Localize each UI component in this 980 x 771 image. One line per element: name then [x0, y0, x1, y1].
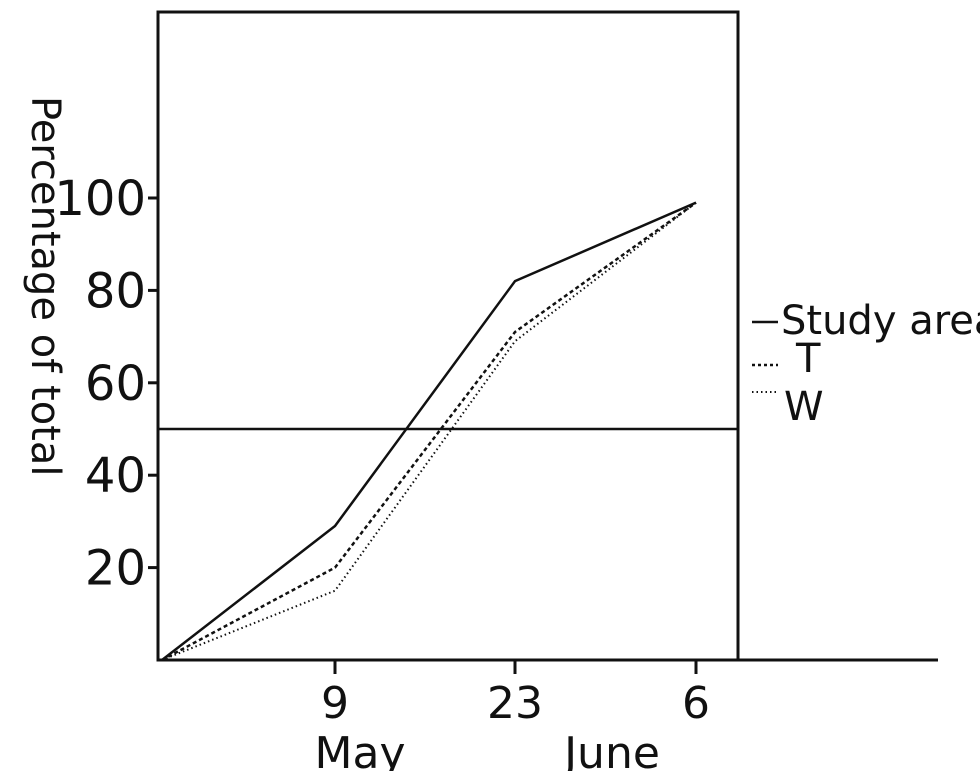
legend-label-study-area: Study area: [781, 298, 980, 344]
series-lines: [161, 201, 697, 662]
x-ticks: 9 23 6: [321, 660, 710, 729]
y-tick-label-60: 60: [85, 356, 146, 412]
x-tick-label-1: 9: [321, 678, 349, 729]
y-tick-label-100: 100: [54, 171, 146, 227]
x-tick-label-3: 6: [682, 678, 710, 729]
y-tick-label-40: 40: [85, 448, 146, 504]
y-tick-label-20: 20: [85, 541, 146, 597]
series-line-w: [161, 201, 697, 661]
plot-frame: [156, 10, 740, 662]
series-line-study-area: [161, 201, 697, 661]
series-line-t: [161, 201, 697, 662]
legend: Study area T W: [752, 298, 980, 430]
legend-label-t: T: [795, 336, 821, 382]
month-label-may: May: [315, 728, 406, 771]
legend-label-w: W: [784, 384, 824, 430]
y-axis-label: Percentage of total: [22, 96, 68, 476]
x-tick-label-2: 23: [487, 678, 543, 729]
y-ticks: 20 40 60 80 100: [54, 171, 158, 597]
y-tick-label-80: 80: [85, 263, 146, 319]
month-label-june: June: [561, 728, 660, 771]
